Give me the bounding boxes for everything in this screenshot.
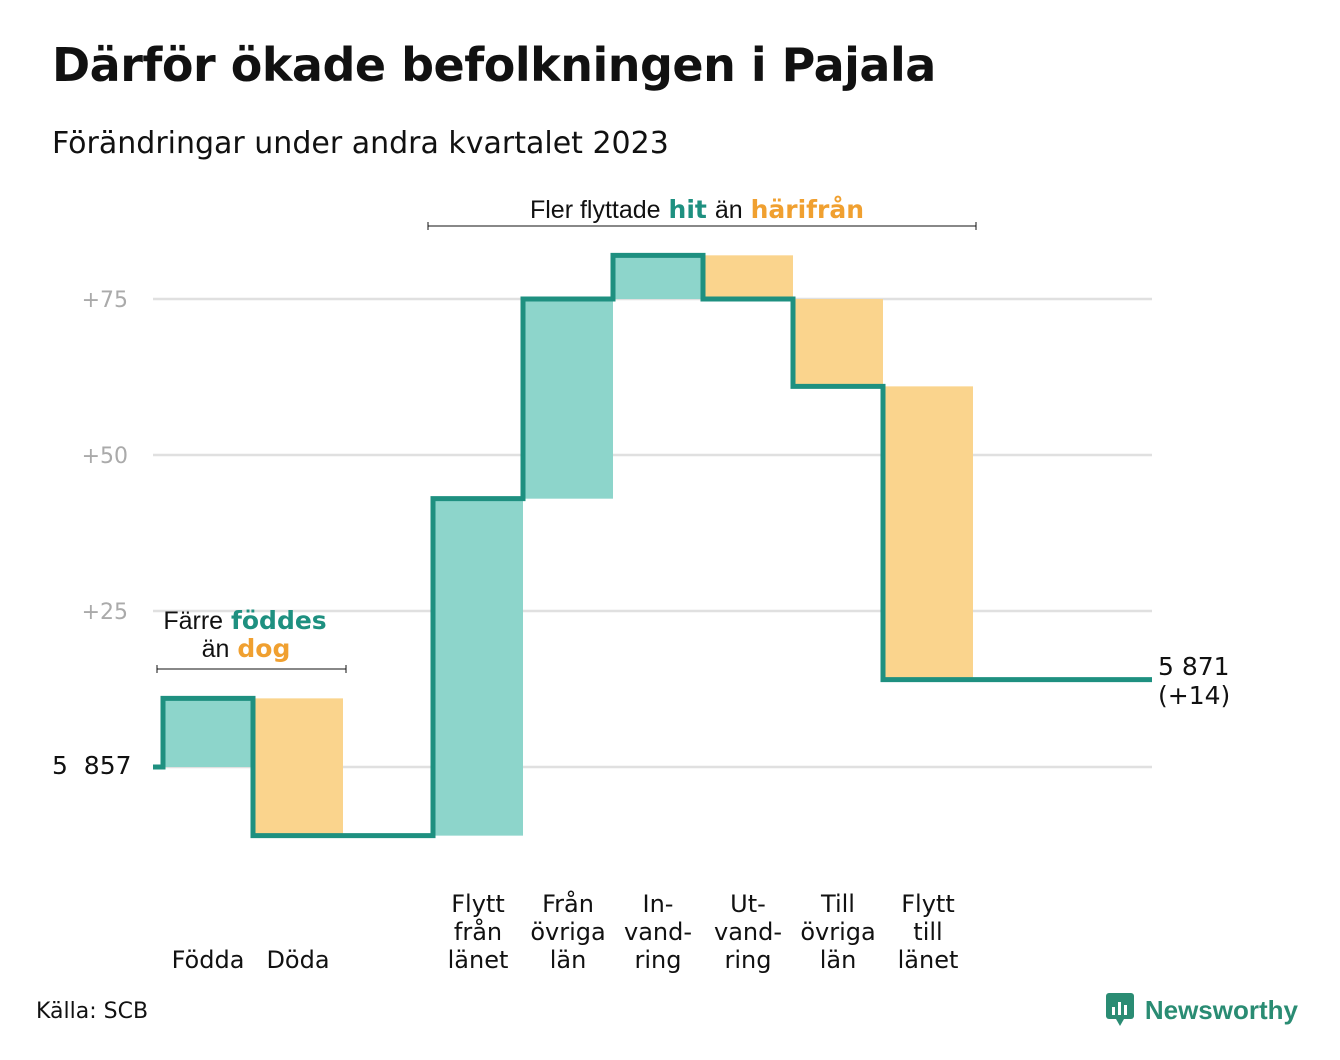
running-total-polyline [153,252,1152,839]
category-label: vand- [714,918,782,946]
bar-out [253,698,343,836]
births-bracket [156,665,347,673]
newsworthy-chart-icon [1105,993,1134,1026]
category-label: från [454,917,502,946]
gridlines [153,297,1152,769]
category-label: Flytt [451,890,505,918]
category-label: In- [643,890,674,918]
births-annotation-orange: dog [237,634,290,663]
category-label: länet [448,946,509,974]
category-label: vand- [624,918,692,946]
migration-annotation: Fler flyttade hit än härifrån [530,195,864,224]
y-tick-label: +50 [82,444,128,469]
bar-out [703,255,793,299]
bar-in [163,698,253,767]
category-label: ring [635,946,682,974]
category-label: övriga [800,918,875,946]
births-annotation-an: än [202,635,230,663]
births-annotation-teal: föddes [231,606,327,635]
category-label: län [820,946,857,974]
bar-in [613,255,703,299]
category-label: län [550,946,587,974]
source-note: Källa: SCB [36,999,149,1024]
category-label: till [913,918,942,946]
category-label: Döda [266,946,329,974]
category-label: Från [542,889,594,918]
category-label: Ut- [730,890,766,918]
migration-annotation-teal: hit [669,195,707,224]
births-annotation-line1: Färre föddes [163,606,326,635]
category-label: Till [820,890,855,918]
category-label: ring [725,946,772,974]
category-label: övriga [530,918,605,946]
migration-annotation-prefix: Fler flyttade [530,196,661,224]
category-label: Födda [172,946,245,974]
bars [163,255,973,836]
bar-out [793,299,883,387]
migration-annotation-orange: härifrån [751,195,864,224]
y-tick-label: +75 [82,288,128,313]
migration-annotation-middle: än [715,196,743,224]
migration-bracket [427,222,977,230]
running-total-line [153,252,1152,839]
waterfall-chart: +25+50+75 Födda DödaFlyttfrånlänetFrånövr… [52,195,1230,974]
end-value-label: 5 871 [1158,652,1230,681]
y-tick-label: +25 [82,600,128,625]
category-label: Flytt [901,890,955,918]
chart-title: Därför ökade befolkningen i Pajala [52,38,936,92]
category-labels: Födda DödaFlyttfrånlänetFrånövrigalänIn-v… [172,889,959,974]
y-tick-labels: +25 +50 +75 [82,288,128,625]
births-annotation-line2: än dog [202,634,291,663]
brand-name: Newsworthy [1144,994,1298,1025]
start-value-label: 5 857 [52,751,132,780]
bar-out [883,386,973,680]
bar-in [523,299,613,499]
end-change-label: (+14) [1158,681,1230,710]
category-label: länet [898,946,959,974]
brand-logo: Newsworthy [1105,992,1298,1028]
chart-subtitle: Förändringar under andra kvartalet 2023 [52,126,669,161]
bar-in [433,498,523,836]
births-annotation-prefix: Färre [163,607,223,635]
